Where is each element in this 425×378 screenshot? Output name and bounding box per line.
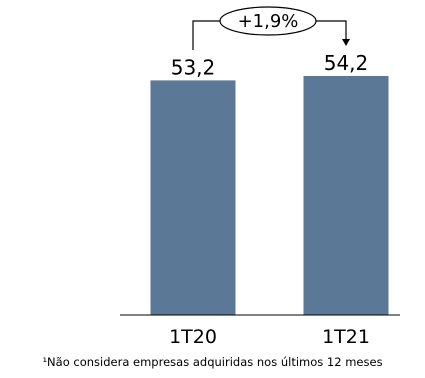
growth-ellipse xyxy=(219,6,317,36)
bar-1T20 xyxy=(150,80,236,315)
labels-layer: 53,2 1T20 54,2 1T21 xyxy=(169,51,370,348)
growth-connector xyxy=(192,20,347,50)
footnote: ¹Não considera empresas adquiridas nos ú… xyxy=(42,355,383,369)
growth-arrowhead-icon xyxy=(342,39,350,46)
growth-label: +1,9% xyxy=(238,11,299,32)
category-label-1T20: 1T20 xyxy=(169,326,217,348)
value-label-1T20: 53,2 xyxy=(171,55,216,79)
bar-1T21 xyxy=(303,75,389,315)
category-label-1T21: 1T21 xyxy=(322,326,370,348)
growth-annotation: +1,9% xyxy=(192,6,350,50)
bars-layer xyxy=(150,75,389,315)
value-label-1T21: 54,2 xyxy=(324,51,369,75)
